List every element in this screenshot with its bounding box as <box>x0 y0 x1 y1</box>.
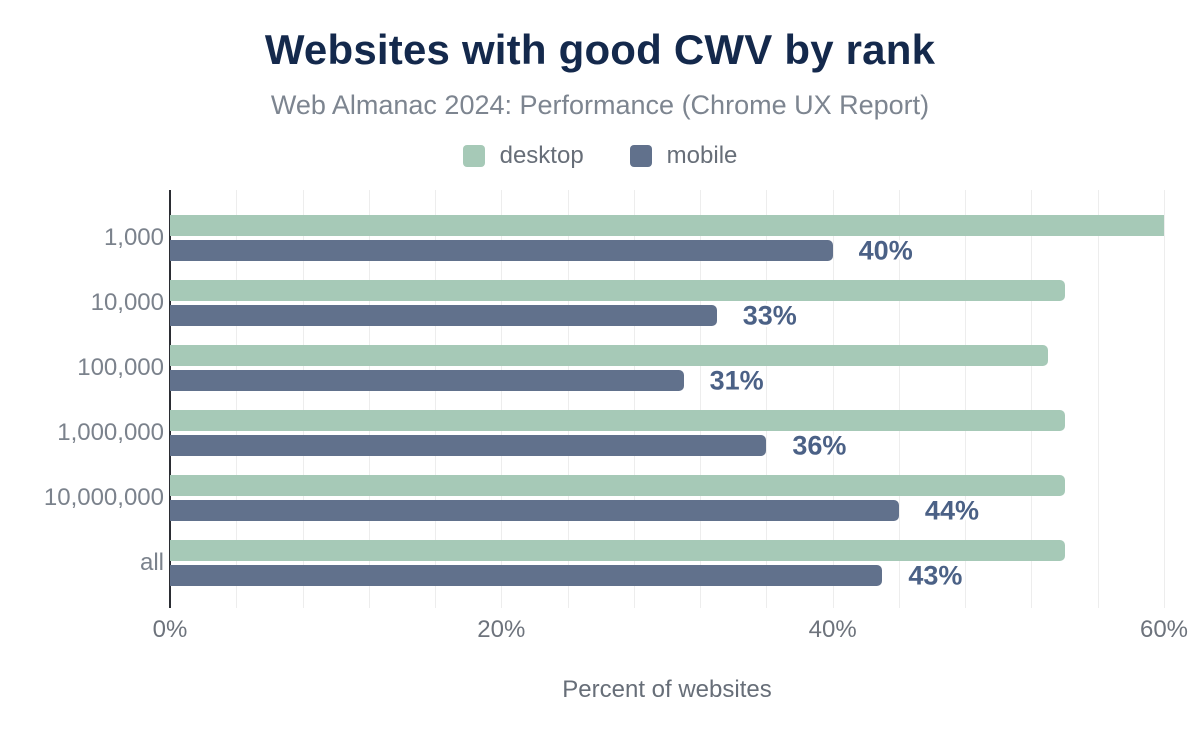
legend-item-desktop: desktop <box>462 142 584 170</box>
bar-desktop <box>170 345 1049 366</box>
gridline <box>1164 190 1165 608</box>
gridline <box>633 190 635 608</box>
legend-label-mobile: mobile <box>666 142 738 169</box>
x-axis-tick-label: 0% <box>152 616 188 643</box>
legend: desktop mobile <box>0 142 1200 170</box>
mobile-value-label: 33% <box>742 300 797 330</box>
gridline <box>832 190 834 608</box>
gridline <box>368 190 370 608</box>
mobile-value-label: 40% <box>858 235 913 265</box>
x-axis-title: Percent of websites <box>562 676 772 703</box>
gridline <box>898 190 900 608</box>
chart-title: Websites with good CWV by rank <box>264 26 936 73</box>
desktop-swatch-icon <box>462 145 485 167</box>
mobile-value-label: 36% <box>792 430 847 460</box>
legend-item-mobile: mobile <box>629 142 738 170</box>
bar-desktop <box>170 215 1164 236</box>
gridline <box>435 190 437 608</box>
gridline <box>965 190 967 608</box>
gridline <box>1031 190 1033 608</box>
chart-subtitle: Web Almanac 2024: Performance (Chrome UX… <box>270 90 930 120</box>
bar-mobile <box>170 370 684 391</box>
y-axis-line <box>169 190 171 608</box>
bar-desktop <box>170 410 1065 431</box>
legend-label-desktop: desktop <box>499 142 584 169</box>
y-axis-category-label: 10,000 <box>90 289 164 316</box>
mobile-value-label: 44% <box>924 495 979 525</box>
x-axis-tick-label: 20% <box>477 616 526 643</box>
bar-mobile <box>170 500 899 521</box>
mobile-swatch-icon <box>629 145 652 167</box>
x-axis-tick-label: 40% <box>808 616 857 643</box>
bar-desktop <box>170 540 1065 561</box>
bar-desktop <box>170 280 1065 301</box>
y-axis-category-label: 1,000,000 <box>57 419 164 446</box>
gridline <box>567 190 569 608</box>
y-axis-category-label: 10,000,000 <box>43 484 164 511</box>
bar-desktop <box>170 475 1065 496</box>
gridline <box>501 190 503 608</box>
gridline <box>766 190 768 608</box>
bar-mobile <box>170 565 883 586</box>
y-axis-category-label: 1,000 <box>103 224 164 251</box>
x-axis-tick-label: 60% <box>1139 616 1189 643</box>
gridline <box>236 190 238 608</box>
y-axis-category-label: all <box>139 549 164 576</box>
bar-mobile <box>170 240 833 261</box>
bar-mobile <box>170 435 767 456</box>
gridline <box>302 190 304 608</box>
mobile-value-label: 43% <box>908 560 963 590</box>
bar-mobile <box>170 305 717 326</box>
gridline <box>700 190 702 608</box>
y-axis-category-label: 100,000 <box>77 354 164 381</box>
gridline <box>1097 190 1099 608</box>
mobile-value-label: 31% <box>709 365 764 395</box>
